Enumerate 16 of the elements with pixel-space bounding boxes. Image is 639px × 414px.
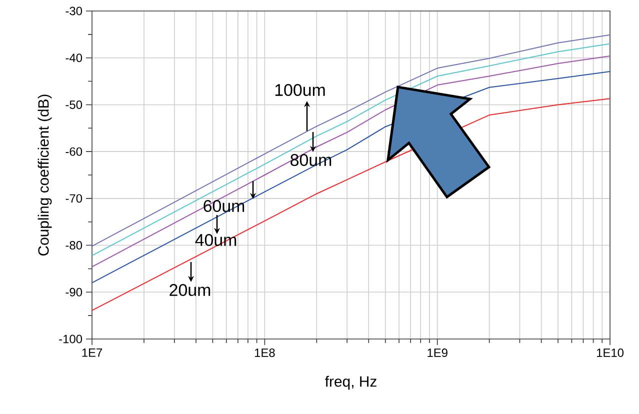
y-axis-title: Coupling coefficient (dB) [38,94,52,256]
series-label: 20um [170,284,210,296]
x-tick-label: 1E9 [428,348,448,357]
y-tick-label: -60 [66,147,82,156]
y-tick-label: -50 [66,100,82,109]
x-tick-label: 1E10 [596,348,624,357]
y-tick-label: -80 [66,241,82,250]
series-label: 100um [275,84,325,96]
y-tick-label: -100 [59,334,82,344]
y-tick-label: -30 [66,6,82,16]
y-tick-label: -90 [66,288,82,296]
x-tick-label: 1E8 [254,348,275,357]
x-tick-label: 1E7 [82,348,102,357]
x-axis-title: freq, Hz [325,376,376,390]
y-tick-label: -40 [66,54,82,62]
y-tick-label: -70 [66,194,82,203]
